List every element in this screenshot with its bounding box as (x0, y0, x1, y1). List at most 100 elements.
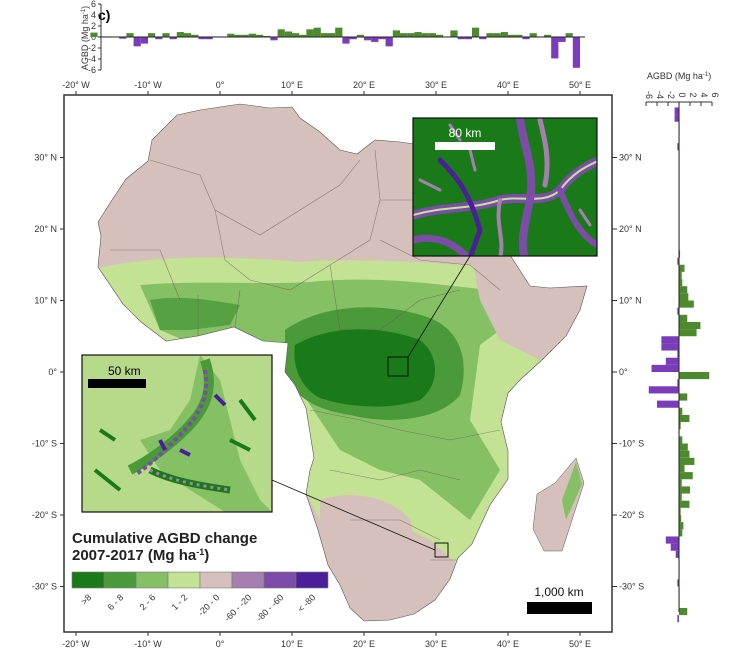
top-lon-label: -10° W (134, 80, 162, 90)
top-lon-label: -20° W (62, 80, 90, 90)
upper-inset-locator (387, 356, 409, 377)
top-ytick-label: 4 (91, 10, 96, 20)
right-chart-bar (661, 336, 679, 344)
legend-swatch (295, 571, 329, 589)
bottom-lon-label: 40° E (497, 639, 519, 649)
right-lat-label: -20° S (619, 510, 644, 520)
top-chart-bar (126, 33, 134, 37)
right-chart-bar (679, 372, 710, 380)
right-chart-xlabel: AGBD (Mg ha-1) (647, 71, 711, 81)
top-lon-label: 50° E (569, 80, 591, 90)
bottom-lon-label: 10° E (281, 639, 303, 649)
right-chart-bar (679, 279, 683, 287)
right-chart-bar (679, 515, 682, 523)
right-chart-bar (679, 486, 690, 494)
top-chart-bar (284, 31, 292, 37)
top-chart-bar (558, 37, 566, 42)
bottom-lon-label: 20° E (353, 639, 375, 649)
top-chart-bar (464, 37, 472, 40)
left-lat-label: 30° N (34, 153, 57, 163)
legend-swatch (103, 571, 137, 589)
top-ytick-label: -2 (88, 43, 96, 53)
top-chart-bar (90, 32, 98, 37)
upper-inset-connector (407, 255, 471, 358)
right-chart-bar (679, 443, 688, 451)
top-chart-bar (551, 37, 559, 59)
top-chart-bar (392, 30, 400, 37)
top-chart-bar (400, 33, 408, 37)
top-chart-bar (256, 34, 264, 37)
top-chart-bar (486, 33, 494, 37)
top-chart-bar (184, 33, 192, 37)
top-chart-bar (162, 33, 170, 37)
top-chart-bar (479, 37, 487, 40)
top-chart-bar (515, 34, 523, 37)
top-chart-ylabel: AGBD (Mg ha-1) (80, 6, 90, 70)
top-chart-bar (140, 37, 148, 44)
right-chart-bar (677, 143, 679, 151)
right-chart-bar (679, 286, 688, 294)
right-chart-bar (677, 579, 679, 587)
top-chart-bar (378, 37, 386, 40)
right-chart-bar (677, 257, 679, 265)
top-lon-label: 40° E (497, 80, 519, 90)
legend-swatch (71, 571, 105, 589)
right-lat-label: 0° (619, 367, 628, 377)
top-lon-label: 20° E (353, 80, 375, 90)
top-ytick-label: -6 (88, 65, 96, 75)
top-chart-bar (119, 37, 127, 39)
right-xtick-label: 4 (699, 92, 709, 97)
top-chart-bar (148, 33, 156, 37)
top-chart-bar (270, 37, 278, 41)
top-chart-bar (356, 34, 364, 37)
top-ytick-label: 2 (91, 21, 96, 31)
lower-inset-patches (93, 355, 272, 512)
right-chart-bar (677, 307, 679, 315)
top-chart-bar (472, 27, 480, 37)
right-chart-bar (679, 329, 697, 337)
top-chart-bar (407, 33, 415, 37)
right-chart-bar (674, 107, 679, 115)
right-chart-bar (679, 250, 681, 258)
right-xtick-label: -2 (666, 91, 676, 99)
right-chart-bar (665, 536, 679, 544)
top-chart-bar (313, 27, 321, 37)
right-lat-label: 20° N (619, 224, 642, 234)
right-chart-bar (679, 450, 690, 458)
left-lat-label: -30° S (32, 582, 57, 592)
lower-inset: 50 km (81, 354, 273, 513)
right-chart-bar (679, 607, 688, 616)
right-xtick-label: 6 (710, 92, 720, 97)
bottom-lon-label: 0° (216, 639, 225, 649)
right-chart-bar (648, 386, 679, 394)
right-chart-bar (679, 479, 682, 487)
top-chart-bar (328, 33, 336, 37)
top-chart-bar (155, 37, 163, 40)
top-chart-bar (277, 29, 285, 37)
bottom-lon-label: -20° W (62, 639, 90, 649)
top-lon-label: 30° E (425, 80, 447, 90)
top-chart-bar (205, 37, 213, 40)
upper-inset-scale-bar (435, 142, 495, 150)
right-chart-bar (677, 350, 679, 358)
right-lat-label: -30° S (619, 582, 644, 592)
right-chart-bar (677, 615, 679, 623)
top-chart-bar (364, 37, 372, 41)
top-chart-bar (299, 34, 307, 37)
top-chart-bar (414, 32, 422, 37)
right-chart-bar (679, 314, 688, 322)
top-chart-bar (544, 34, 552, 37)
right-chart-bar (675, 550, 679, 558)
top-chart-bar (565, 33, 573, 37)
top-chart-bar (241, 34, 249, 37)
top-chart-bar (133, 37, 141, 47)
map-scale-label: 1,000 km (534, 585, 583, 599)
top-lon-label: 10° E (281, 80, 303, 90)
upper-inset-frame (412, 117, 598, 257)
right-chart-bar (651, 364, 679, 372)
madagascar-east-forest (562, 462, 582, 520)
right-chart-bar (679, 321, 701, 330)
upper-inset: 80 km (412, 117, 598, 257)
right-chart-bar (679, 436, 683, 444)
top-chart-bar (457, 37, 465, 40)
